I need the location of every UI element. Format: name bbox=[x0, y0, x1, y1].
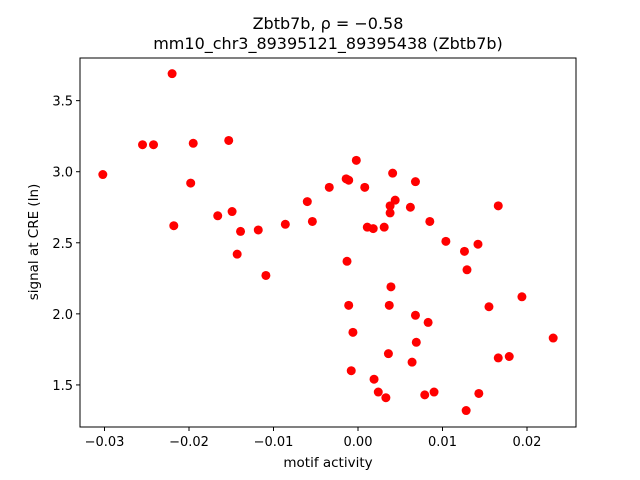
data-point bbox=[441, 236, 451, 246]
data-point bbox=[373, 387, 383, 397]
data-point bbox=[461, 406, 471, 416]
data-point bbox=[383, 349, 393, 359]
data-point bbox=[302, 197, 312, 207]
y-tick-label: 3.5 bbox=[52, 95, 73, 110]
data-point bbox=[386, 282, 396, 292]
data-point bbox=[379, 222, 389, 232]
data-point bbox=[385, 208, 395, 218]
data-point bbox=[484, 302, 494, 312]
data-point bbox=[423, 317, 433, 327]
data-point bbox=[504, 351, 514, 361]
data-point bbox=[346, 366, 356, 376]
data-point bbox=[342, 256, 352, 266]
data-point bbox=[388, 168, 398, 178]
data-point bbox=[344, 175, 354, 185]
data-point bbox=[368, 224, 378, 234]
x-axis: −0.03 −0.02 −0.01 0.00 0.01 0.02 bbox=[85, 427, 542, 450]
x-tick-label: 0.02 bbox=[513, 435, 542, 450]
x-tick-label: −0.03 bbox=[85, 435, 125, 450]
x-tick-label: 0.00 bbox=[344, 435, 373, 450]
data-point bbox=[473, 239, 483, 249]
data-point bbox=[411, 337, 421, 347]
y-tick-label: 2.0 bbox=[52, 308, 73, 323]
data-point bbox=[348, 327, 358, 337]
data-point bbox=[407, 357, 417, 367]
data-point bbox=[188, 138, 198, 148]
data-point bbox=[307, 216, 317, 226]
y-tick-label: 1.5 bbox=[52, 379, 73, 394]
data-point bbox=[517, 292, 527, 302]
data-point bbox=[280, 219, 290, 229]
x-tick-label: −0.02 bbox=[169, 435, 209, 450]
data-point bbox=[493, 201, 503, 211]
data-point bbox=[169, 221, 179, 231]
x-tick-label: −0.01 bbox=[254, 435, 294, 450]
data-point bbox=[98, 170, 108, 180]
data-point bbox=[351, 155, 361, 165]
data-point bbox=[167, 69, 177, 79]
data-point bbox=[410, 310, 420, 320]
data-point bbox=[186, 178, 196, 188]
x-axis-label: motif activity bbox=[283, 455, 372, 471]
data-point bbox=[390, 195, 400, 205]
data-point bbox=[474, 388, 484, 398]
data-point bbox=[493, 353, 503, 363]
data-point bbox=[420, 390, 430, 400]
y-axis: 1.5 2.0 2.5 3.0 3.5 bbox=[52, 95, 80, 394]
data-point bbox=[138, 140, 148, 150]
data-point bbox=[369, 374, 379, 384]
y-tick-label: 2.5 bbox=[52, 237, 73, 252]
data-point bbox=[324, 182, 334, 192]
data-point bbox=[227, 207, 237, 217]
data-point bbox=[360, 182, 370, 192]
data-point bbox=[405, 202, 415, 212]
chart-subtitle: mm10_chr3_89395121_89395438 (Zbtb7b) bbox=[153, 34, 503, 54]
chart-title: Zbtb7b, ρ = −0.58 bbox=[253, 14, 404, 33]
data-point bbox=[236, 226, 246, 236]
data-point bbox=[344, 300, 354, 310]
data-point bbox=[462, 265, 472, 275]
points-layer bbox=[98, 69, 558, 416]
data-point bbox=[261, 270, 271, 280]
y-tick-label: 3.0 bbox=[52, 166, 73, 181]
y-axis-label: signal at CRE (ln) bbox=[26, 184, 42, 301]
x-tick-label: 0.01 bbox=[428, 435, 457, 450]
data-point bbox=[232, 249, 242, 259]
data-point bbox=[253, 225, 263, 235]
data-point bbox=[425, 216, 435, 226]
data-point bbox=[548, 333, 558, 343]
data-point bbox=[410, 177, 420, 187]
data-point bbox=[224, 135, 234, 145]
data-point bbox=[429, 387, 439, 397]
data-point bbox=[149, 140, 159, 150]
data-point bbox=[213, 211, 223, 221]
data-point bbox=[384, 300, 394, 310]
data-point bbox=[459, 246, 469, 256]
data-point bbox=[381, 393, 391, 403]
